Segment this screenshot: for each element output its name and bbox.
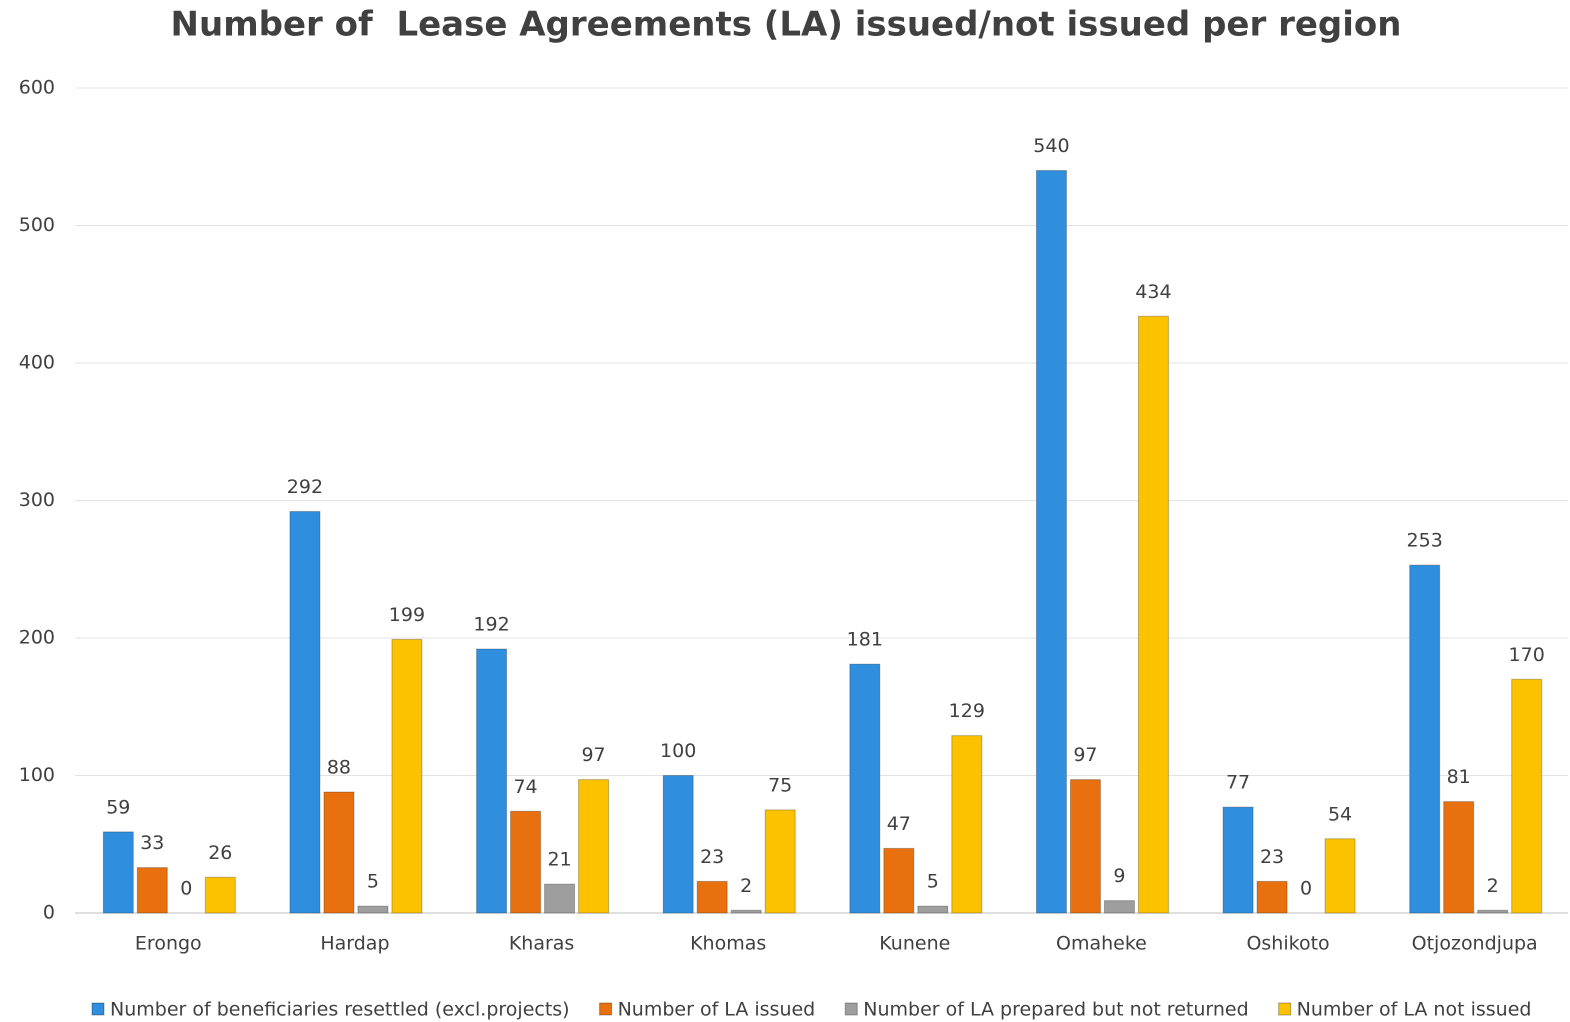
bar bbox=[764, 809, 796, 914]
bar bbox=[289, 511, 321, 914]
chart-title: Number of Lease Agreements (LA) issued/n… bbox=[171, 5, 1402, 45]
data-label: 292 bbox=[287, 476, 323, 498]
legend-label: Number of LA not issued bbox=[1297, 999, 1532, 1021]
x-tick-label: Omaheke bbox=[1056, 933, 1147, 955]
bar bbox=[1103, 900, 1135, 914]
data-label: 77 bbox=[1226, 772, 1250, 794]
data-label: 21 bbox=[547, 849, 571, 871]
data-label: 75 bbox=[768, 774, 792, 796]
legend-label: Number of beneficiaries resettled (excl.… bbox=[110, 999, 570, 1021]
data-label: 9 bbox=[1113, 865, 1125, 887]
bar bbox=[204, 876, 236, 914]
x-tick-label: Erongo bbox=[135, 933, 202, 955]
data-label: 23 bbox=[1260, 846, 1284, 868]
data-label: 74 bbox=[513, 776, 537, 798]
legend-swatch bbox=[1278, 1002, 1292, 1016]
bar bbox=[1511, 678, 1543, 914]
data-label: 59 bbox=[106, 796, 130, 818]
bar bbox=[578, 779, 610, 914]
data-label: 129 bbox=[949, 700, 985, 722]
legend-label: Number of LA prepared but not returned bbox=[863, 999, 1248, 1021]
bar bbox=[730, 909, 762, 914]
bar bbox=[1035, 170, 1067, 914]
bar bbox=[1069, 779, 1101, 914]
bar bbox=[917, 905, 949, 914]
data-label: 81 bbox=[1447, 766, 1471, 788]
bar bbox=[1324, 838, 1356, 914]
bar bbox=[849, 663, 881, 914]
data-label: 434 bbox=[1135, 281, 1171, 303]
y-tick-label: 0 bbox=[43, 902, 55, 924]
data-label: 5 bbox=[927, 871, 939, 893]
y-tick-label: 200 bbox=[19, 627, 55, 649]
data-label: 253 bbox=[1407, 530, 1443, 552]
data-label: 170 bbox=[1509, 644, 1545, 666]
y-tick-label: 600 bbox=[19, 77, 55, 99]
y-tick-label: 100 bbox=[19, 764, 55, 786]
legend-label: Number of LA issued bbox=[618, 999, 816, 1021]
x-tick-label: Khomas bbox=[690, 933, 766, 955]
x-tick-label: Oshikoto bbox=[1246, 933, 1329, 955]
data-label: 2 bbox=[740, 875, 752, 897]
bar bbox=[136, 867, 168, 914]
data-label: 47 bbox=[887, 813, 911, 835]
y-tick-label: 300 bbox=[19, 489, 55, 511]
x-tick-label: Hardap bbox=[320, 933, 389, 955]
bar bbox=[696, 880, 728, 914]
x-tick-label: Otjozondjupa bbox=[1412, 933, 1538, 955]
bar bbox=[476, 648, 508, 914]
legend-swatch bbox=[599, 1002, 613, 1016]
data-label: 0 bbox=[180, 878, 192, 900]
bar bbox=[1222, 806, 1254, 914]
y-tick-label: 500 bbox=[19, 214, 55, 236]
bar bbox=[1137, 315, 1169, 914]
x-tick-label: Kharas bbox=[509, 933, 575, 955]
legend-swatch bbox=[844, 1002, 858, 1016]
bar bbox=[391, 638, 423, 914]
data-label: 54 bbox=[1328, 803, 1352, 825]
legend-swatch bbox=[91, 1002, 105, 1016]
data-label: 181 bbox=[847, 629, 883, 651]
x-tick-label: Kunene bbox=[879, 933, 950, 955]
data-label: 100 bbox=[660, 740, 696, 762]
data-label: 199 bbox=[389, 604, 425, 626]
bar bbox=[1443, 801, 1475, 914]
data-label: 0 bbox=[1300, 878, 1312, 900]
data-label: 23 bbox=[700, 846, 724, 868]
bar bbox=[1256, 880, 1288, 914]
data-label: 192 bbox=[473, 614, 509, 636]
data-label: 97 bbox=[581, 744, 605, 766]
data-label: 88 bbox=[327, 757, 351, 779]
data-label: 26 bbox=[208, 842, 232, 864]
bar bbox=[662, 775, 694, 914]
data-label: 97 bbox=[1073, 744, 1097, 766]
bar bbox=[1409, 564, 1441, 914]
data-label: 33 bbox=[140, 832, 164, 854]
data-label: 540 bbox=[1033, 135, 1069, 157]
bar bbox=[1477, 909, 1509, 914]
bar bbox=[102, 831, 134, 914]
data-label: 5 bbox=[367, 871, 379, 893]
data-label: 2 bbox=[1487, 875, 1499, 897]
y-tick-label: 400 bbox=[19, 352, 55, 374]
bar bbox=[510, 810, 542, 914]
bar bbox=[323, 791, 355, 914]
bar bbox=[544, 883, 576, 914]
bar bbox=[951, 735, 983, 914]
bar bbox=[883, 847, 915, 914]
bar bbox=[357, 905, 389, 914]
